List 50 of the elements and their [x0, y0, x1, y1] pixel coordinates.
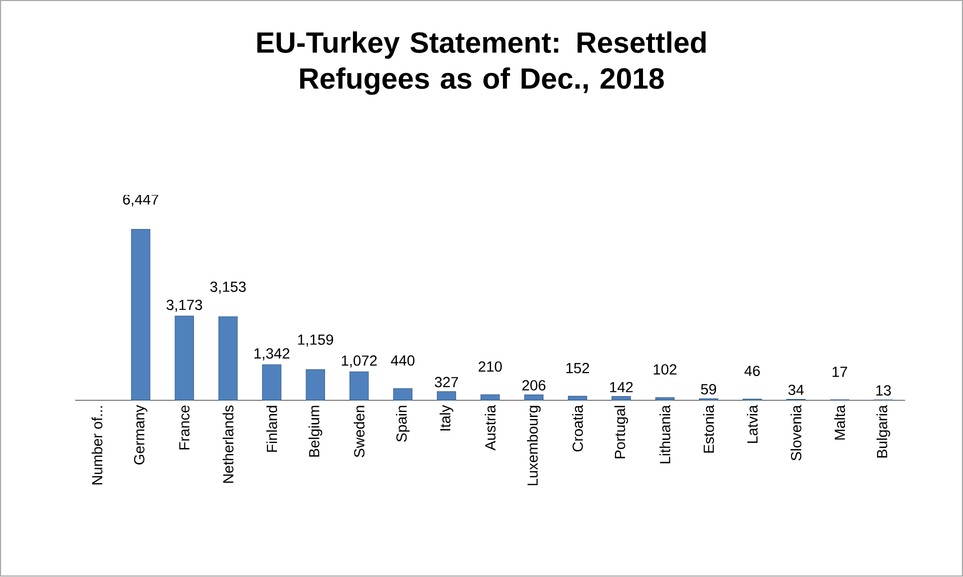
x-tick-label: France — [179, 406, 190, 450]
bar — [306, 369, 326, 400]
bar — [480, 394, 500, 400]
data-label: 34 — [788, 384, 804, 396]
x-tick-label: Latvia — [746, 405, 758, 444]
x-tick-label: Malta — [834, 405, 846, 440]
x-tick-label: Estonia — [703, 405, 714, 453]
x-tick-label: Portugal — [614, 406, 628, 458]
bar — [393, 388, 412, 400]
x-tick-label: Lithuania — [660, 405, 670, 464]
bar — [612, 396, 631, 400]
data-label: 3,173 — [166, 300, 202, 312]
x-tick-label: Netherlands — [222, 406, 234, 483]
data-label: 3,153 — [210, 282, 246, 294]
data-label: 17 — [832, 366, 848, 378]
data-label: 1,342 — [254, 348, 290, 361]
x-tick-label: Number of... — [92, 406, 102, 485]
data-label: 102 — [654, 364, 676, 375]
bar — [568, 396, 588, 400]
data-label: 206 — [522, 380, 546, 391]
bar — [174, 316, 194, 400]
data-label: 46 — [744, 366, 760, 376]
data-label: 142 — [610, 382, 633, 392]
bar — [350, 372, 369, 400]
x-tick-label: Finland — [266, 406, 278, 452]
data-label: 152 — [566, 363, 590, 374]
bar — [218, 316, 238, 400]
data-label: 1,072 — [342, 356, 377, 368]
data-label: 327 — [434, 377, 458, 388]
x-tick-label: Sweden — [354, 406, 364, 458]
chart-title: EU-Turkey Statement: Resettled Refugees as of Dec., 2018 — [257, 32, 706, 96]
bar — [524, 394, 544, 400]
data-label: 440 — [390, 355, 414, 366]
x-tick-label: Spain — [396, 406, 410, 442]
x-tick-label: Italy — [440, 405, 454, 431]
x-tick-label: Slovenia — [790, 405, 802, 461]
bar — [436, 391, 456, 400]
x-tick-label: Luxembourg — [527, 406, 541, 486]
data-label: 210 — [478, 362, 502, 372]
x-tick-label: Croatia — [572, 405, 583, 452]
data-label: 59 — [701, 384, 716, 395]
x-tick-label: Austria — [484, 405, 496, 451]
bar — [655, 397, 674, 400]
x-tick-label: Bulgaria — [876, 405, 890, 458]
data-label: 13 — [876, 385, 891, 396]
data-label: 1,159 — [298, 334, 334, 347]
bar — [262, 364, 282, 400]
bar — [131, 229, 150, 400]
x-tick-label: Germany — [134, 405, 148, 465]
x-tick-label: Belgium — [308, 406, 322, 457]
